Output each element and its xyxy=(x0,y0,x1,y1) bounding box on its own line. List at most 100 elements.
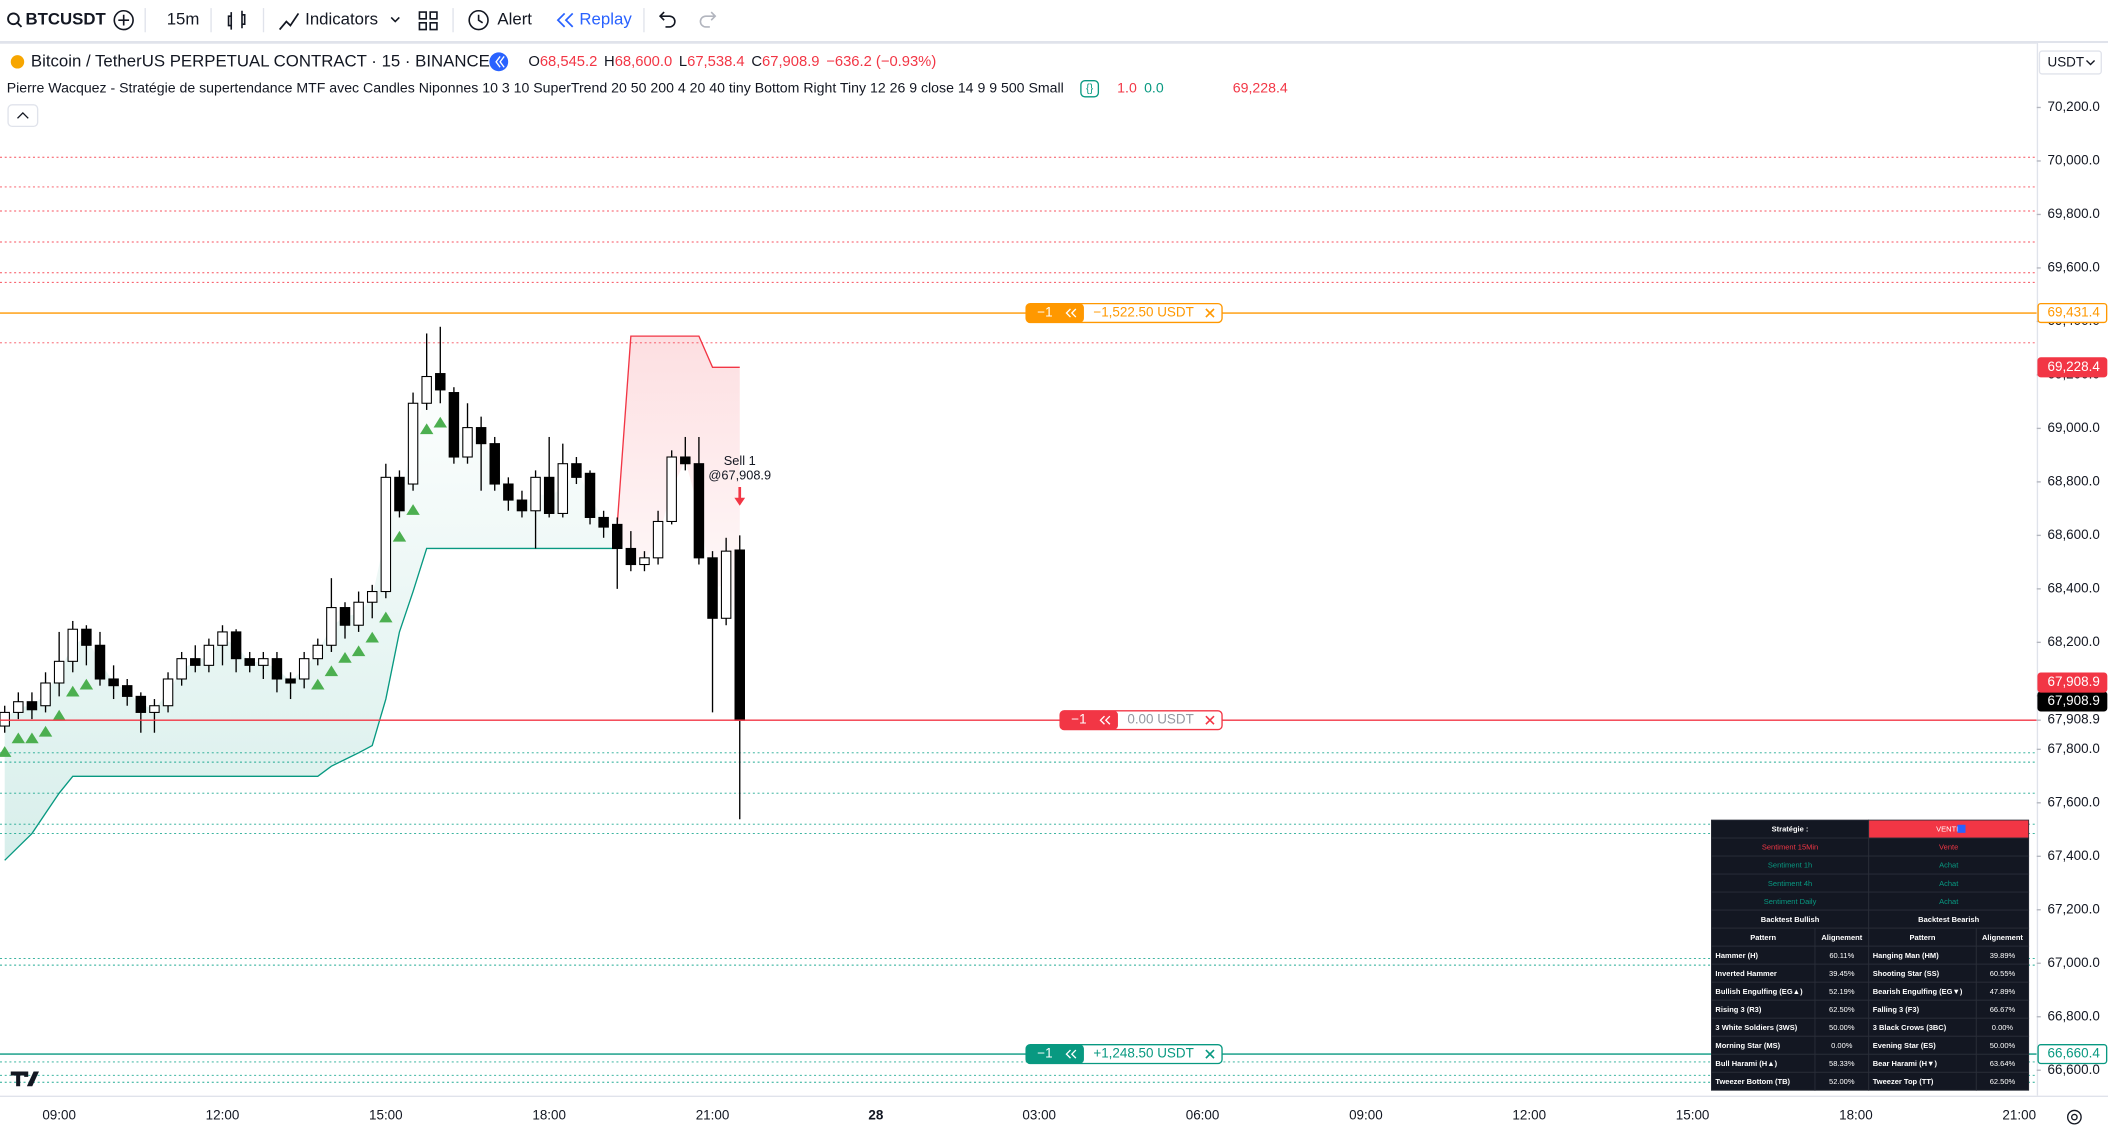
reverse-icon[interactable] xyxy=(1099,715,1111,725)
candle-body xyxy=(380,476,392,593)
close-position[interactable] xyxy=(1205,308,1215,318)
indicators-button[interactable]: Indicators xyxy=(305,10,378,29)
candle-body xyxy=(448,392,460,458)
table-text: Evening Star (ES) xyxy=(1873,1041,1937,1050)
reverse-icon[interactable] xyxy=(1065,1049,1077,1059)
chevron xyxy=(2086,60,2096,66)
candle-body xyxy=(108,678,119,687)
indicator-value: 69,228.4 xyxy=(1233,79,1288,95)
close-position[interactable] xyxy=(1205,715,1215,725)
layout-icon[interactable] xyxy=(418,11,438,31)
position-qty: −1 xyxy=(1037,1046,1052,1061)
x-tick-label: 09:00 xyxy=(42,1107,76,1122)
table-text: Achat xyxy=(1939,861,1959,870)
x-tick-label: 03:00 xyxy=(1022,1107,1056,1122)
candle-body xyxy=(543,476,555,514)
buy-signal xyxy=(406,504,420,515)
search-icon[interactable] xyxy=(7,12,20,26)
position-qty-box xyxy=(1026,303,1084,323)
price-tag xyxy=(2037,672,2108,693)
candle-body xyxy=(611,523,623,550)
position-pnl: −1,522.50 USDT xyxy=(1093,305,1193,320)
candle-body xyxy=(26,701,38,711)
position-qty-box xyxy=(1026,1044,1084,1064)
strategy-table: Stratégie : VENTE Sentiment 15Min Vente Sent… xyxy=(1711,819,2030,1091)
reverse-icon[interactable] xyxy=(1065,308,1077,318)
table-text: 39.89% xyxy=(1990,951,2016,960)
table-text: Alignement xyxy=(1821,933,1862,942)
supertrend-line xyxy=(616,335,740,525)
candle-body xyxy=(67,628,79,662)
symbol[interactable]: BTCUSDT xyxy=(26,10,107,29)
buy-signal xyxy=(365,631,379,643)
collapse-button[interactable] xyxy=(7,104,39,128)
tv-logo[interactable] xyxy=(10,1071,39,1087)
y-tick-label: 69,000.0 xyxy=(2048,420,2100,435)
interval[interactable]: 15m xyxy=(167,10,200,29)
table-text: 52.00% xyxy=(1829,1077,1855,1086)
replay-icon[interactable] xyxy=(556,12,574,28)
table-text: Bullish Engulfing (EG▲) xyxy=(1715,987,1803,996)
y-tick-label: 67,600.0 xyxy=(2048,794,2100,809)
table-text: Inverted Hammer xyxy=(1715,969,1776,978)
indicator-name[interactable]: Pierre Wacquez - Stratégie de supertenda… xyxy=(7,79,1064,95)
buy-signal xyxy=(52,709,66,721)
close-position[interactable] xyxy=(1205,1049,1215,1059)
buy-signal xyxy=(433,416,448,428)
currency-button[interactable] xyxy=(2038,50,2102,75)
buy-signal xyxy=(338,652,352,663)
symbol-title: Bitcoin / TetherUS PERPETUAL CONTRACT · … xyxy=(31,51,490,70)
chart-type-icon[interactable] xyxy=(227,10,246,30)
table-text: Bearish Engulfing (EG▼) xyxy=(1873,987,1963,996)
alert-icon[interactable] xyxy=(468,9,489,31)
x-tick-label: 18:00 xyxy=(532,1107,566,1122)
undo[interactable] xyxy=(658,11,676,28)
position-label: −1,522.50 USDT −1 xyxy=(1025,302,1223,324)
search-icon xyxy=(16,22,23,28)
replay-button[interactable]: Replay xyxy=(579,10,632,29)
table-text: 50.00% xyxy=(1829,1023,1855,1032)
candle-body xyxy=(489,443,500,485)
table-text: 60.11% xyxy=(1829,951,1854,960)
alert-button[interactable]: Alert xyxy=(497,10,532,29)
position-qty: −1 xyxy=(1071,712,1086,727)
y-tick-label: 68,200.0 xyxy=(2048,634,2100,649)
table-text: 50.00% xyxy=(1990,1041,2016,1050)
ohlc-label: L xyxy=(679,54,687,70)
candle-body xyxy=(625,547,637,566)
redo[interactable] xyxy=(699,11,717,28)
market-status[interactable] xyxy=(489,52,509,72)
candle-body xyxy=(462,427,473,458)
table-text: Tweezer Top (TT) xyxy=(1873,1077,1934,1086)
candle-body xyxy=(13,701,24,713)
symbol-icon xyxy=(10,55,25,69)
price-tag xyxy=(2037,302,2108,324)
settings-icon[interactable] xyxy=(2066,1109,2082,1125)
chevron[interactable] xyxy=(390,16,400,23)
position-label: +1,248.50 USDT −1 xyxy=(1025,1044,1223,1065)
candle-body xyxy=(162,678,174,707)
x-tick-label: 28 xyxy=(868,1107,883,1122)
position-qty-box xyxy=(1060,710,1118,730)
indicator-source-icon: {} xyxy=(1086,83,1094,95)
supertrend-line xyxy=(4,547,618,861)
table-text: Shooting Star (SS) xyxy=(1873,969,1940,978)
add-icon xyxy=(118,14,130,26)
candle-body xyxy=(217,631,228,646)
x-tick-label: 06:00 xyxy=(1186,1107,1220,1122)
indicators-icon[interactable] xyxy=(278,12,300,31)
table-text: Backtest Bearish xyxy=(1918,915,1979,924)
table-cell-bg xyxy=(1868,820,2029,839)
y-tick-label: 67,200.0 xyxy=(2048,901,2100,916)
buy-signal xyxy=(38,725,53,737)
ohlc-value: 67,908.9 xyxy=(762,54,819,70)
table-text: Pattern xyxy=(1750,933,1776,942)
table-text: 66.67% xyxy=(1990,1005,2016,1014)
add-symbol[interactable] xyxy=(113,9,134,31)
currency[interactable]: USDT xyxy=(2048,55,2085,70)
table-text: 39.45% xyxy=(1829,969,1855,978)
candle-body xyxy=(230,631,242,660)
indicator-value: 1.0 xyxy=(1117,79,1137,95)
indicator-source-icon[interactable] xyxy=(1080,79,1100,98)
